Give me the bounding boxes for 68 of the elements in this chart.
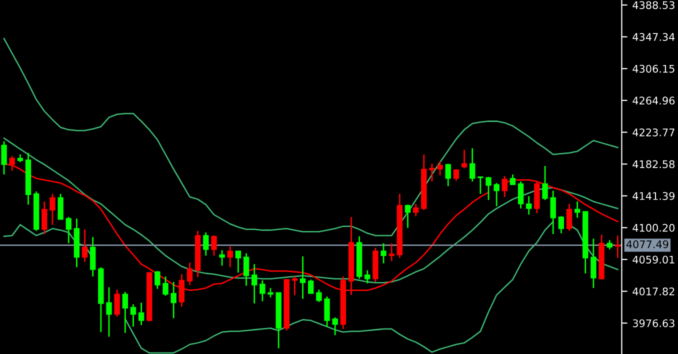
candlestick [211, 234, 217, 256]
candlestick [308, 278, 314, 294]
candlestick [300, 256, 306, 300]
candlestick [566, 203, 572, 232]
candlestick [252, 263, 258, 304]
candlestick [186, 262, 193, 286]
candlestick [437, 160, 443, 176]
candlestick [227, 246, 233, 268]
candlestick [90, 236, 96, 278]
candlestick [122, 291, 128, 334]
candlestick [130, 304, 136, 328]
y-tick-label: 4059.01 [632, 256, 674, 264]
candlestick [574, 200, 580, 218]
candlestick [364, 270, 370, 284]
candlestick [219, 250, 225, 266]
candlestick [316, 288, 322, 303]
y-tick-label: 4306.15 [632, 64, 674, 73]
candlestick [82, 228, 88, 262]
y-tick-label: 4223.77 [632, 128, 674, 136]
candlestick [66, 216, 72, 244]
y-tick-label: 4264.96 [632, 96, 675, 105]
candlestick [518, 180, 524, 210]
candlestick [388, 242, 394, 262]
candlestick [404, 204, 411, 229]
candlestick [380, 242, 386, 264]
candlestick [235, 250, 242, 274]
candlestick [1, 140, 7, 176]
candlestick [470, 148, 476, 182]
candlestick [58, 193, 64, 220]
candlestick [606, 239, 612, 250]
candlestick [461, 149, 468, 170]
y-tick-label: 4388.53 [632, 1, 674, 10]
y-tick-label: 4182.58 [632, 160, 675, 168]
candlestick [502, 175, 508, 198]
candlestick [170, 281, 176, 319]
candlestick [429, 163, 435, 182]
y-tick-label: 3976.63 [632, 319, 674, 328]
candlestick [494, 182, 500, 207]
candlestick [412, 203, 419, 217]
candlestick [550, 190, 556, 235]
candlestick [243, 252, 250, 286]
candlestick [268, 287, 274, 298]
candlestick [324, 296, 330, 328]
y-tick-label: 4347.34 [632, 33, 675, 41]
candlestick [526, 195, 532, 216]
candlestick [162, 276, 168, 296]
candlestick [614, 234, 621, 259]
y-tick-label: 4017.82 [632, 288, 674, 296]
candlestick [50, 193, 56, 226]
candlestick [542, 165, 548, 201]
candlestick [510, 174, 516, 186]
candlestick [590, 238, 596, 289]
candlestick [332, 316, 338, 336]
candlestick [445, 163, 451, 187]
ref-line-label: 4077.49 [626, 240, 668, 248]
candlestick [114, 288, 120, 318]
candlestick [154, 270, 160, 290]
y-tick-label: 4100.20 [632, 224, 675, 232]
candlestick [478, 176, 484, 195]
candlestick [558, 216, 564, 234]
candlestick [42, 200, 48, 235]
y-tick-label: 4141.39 [632, 192, 674, 200]
candlestick [106, 286, 112, 338]
candlestick [453, 168, 460, 182]
candlestick [260, 280, 266, 302]
candlestick [138, 302, 144, 326]
candlestick [203, 232, 209, 256]
candlestick [486, 176, 492, 201]
